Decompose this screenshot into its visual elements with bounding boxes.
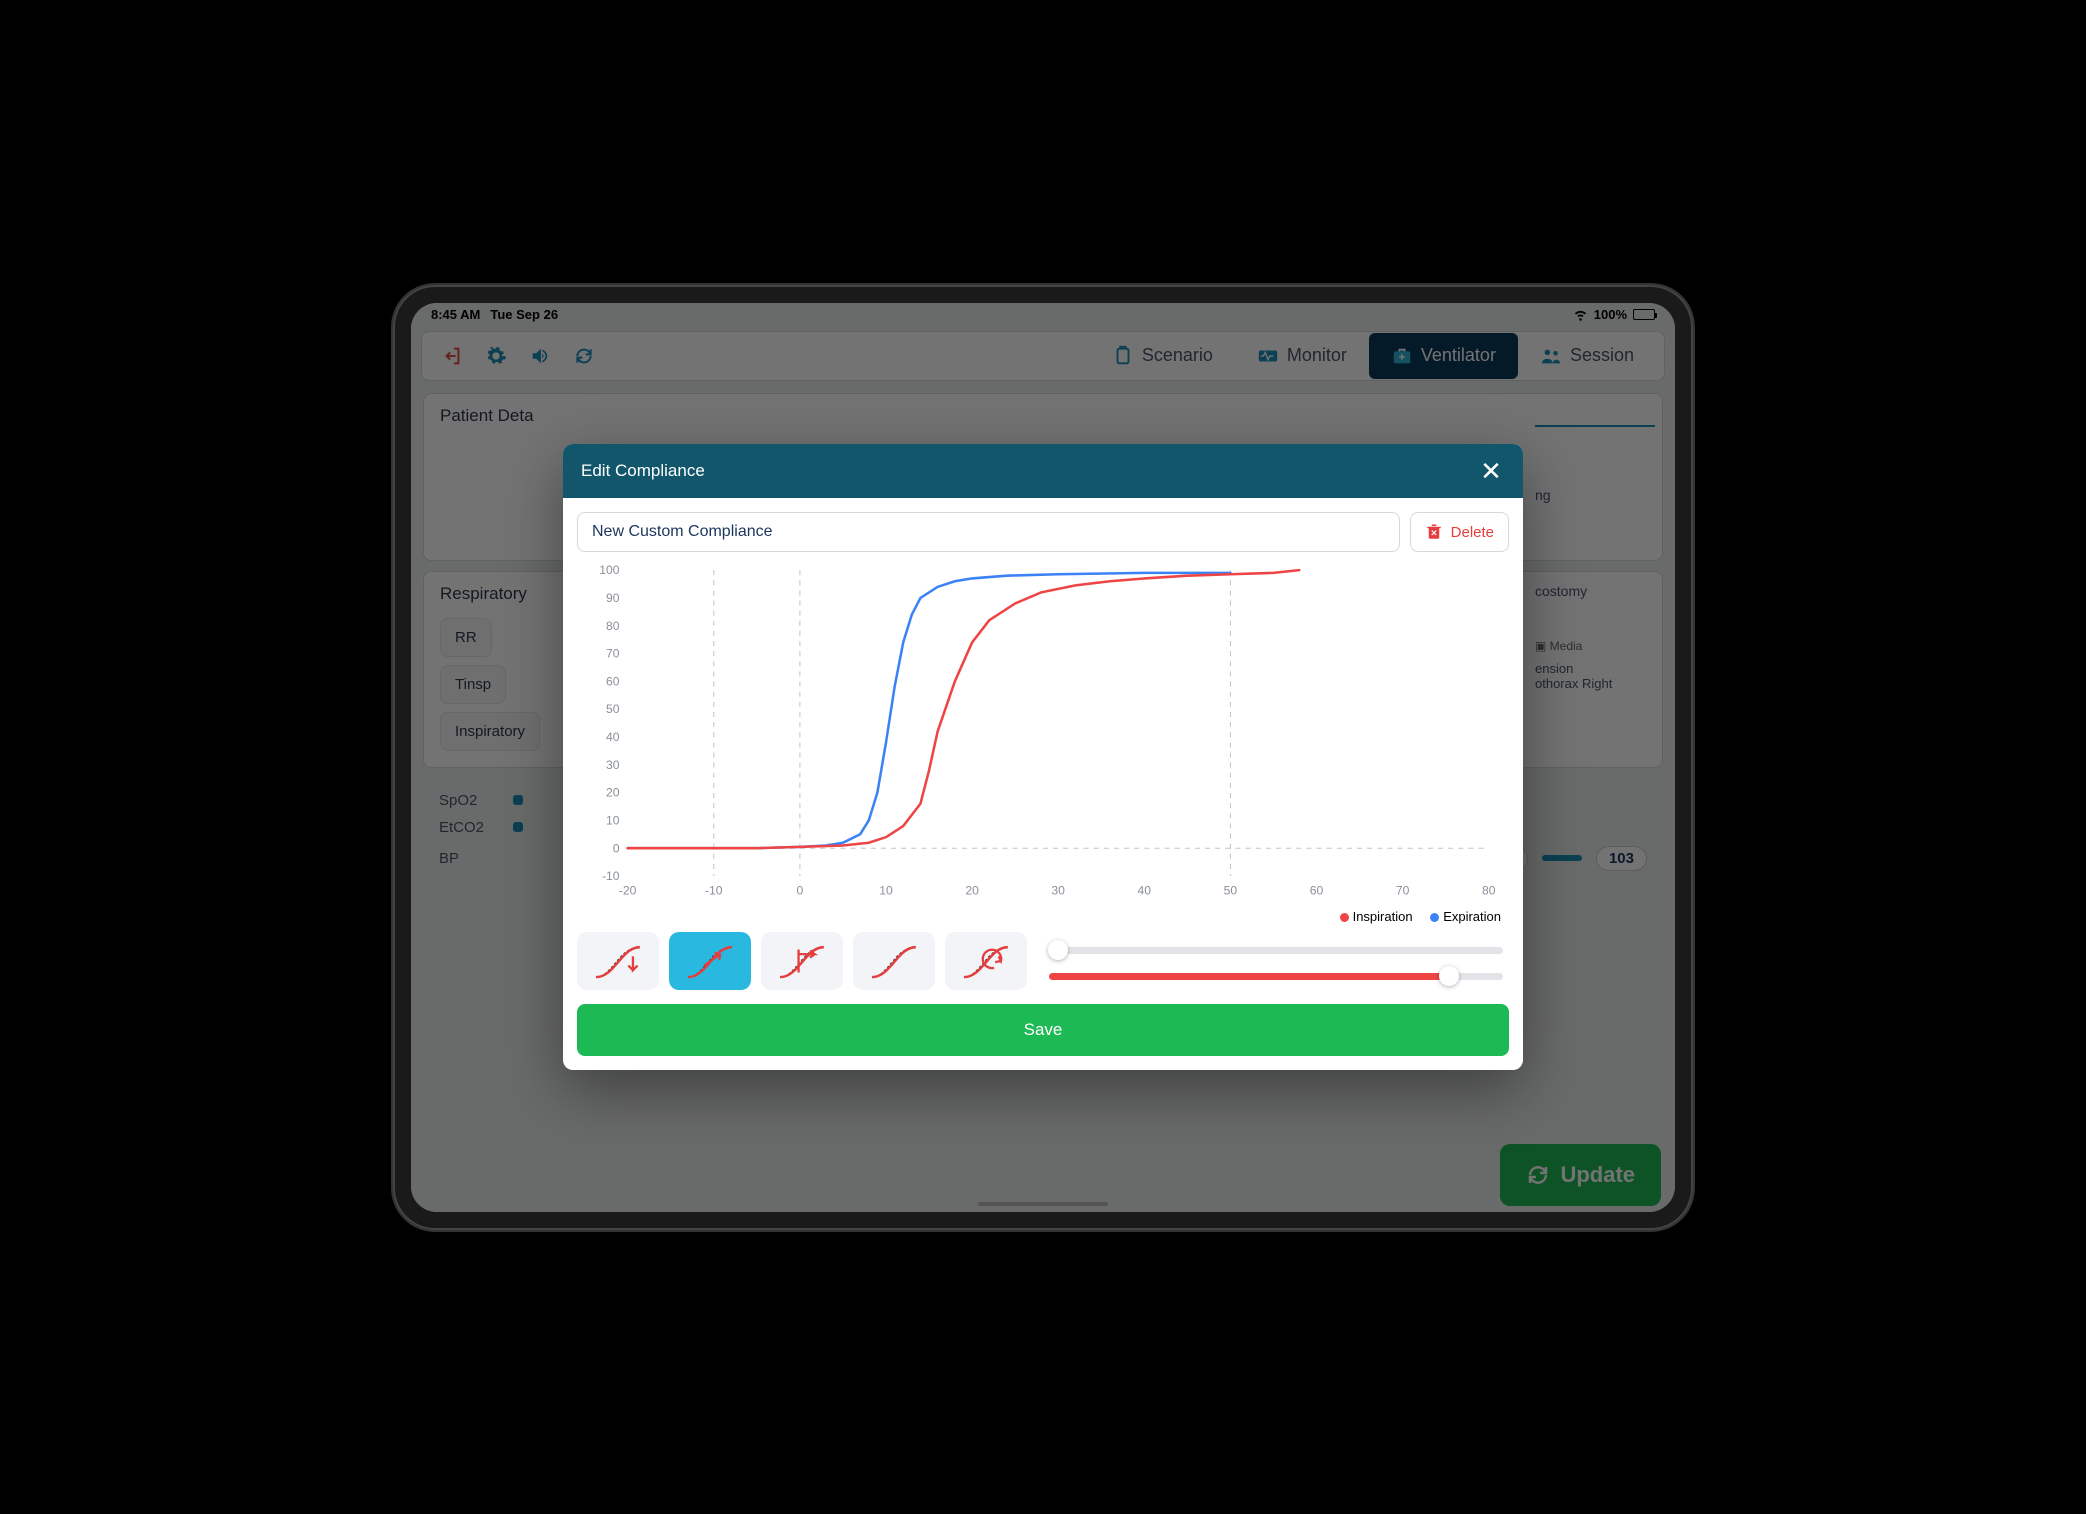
slider-bottom[interactable] — [1049, 970, 1503, 982]
shape-option-1[interactable] — [669, 932, 751, 990]
trash-icon — [1425, 523, 1443, 541]
svg-text:70: 70 — [1396, 884, 1410, 898]
svg-text:50: 50 — [606, 703, 620, 717]
svg-text:80: 80 — [606, 619, 620, 633]
shape-option-2[interactable] — [761, 932, 843, 990]
svg-text:90: 90 — [606, 591, 620, 605]
svg-text:50: 50 — [1224, 884, 1238, 898]
svg-text:0: 0 — [796, 884, 803, 898]
slider-top[interactable] — [1049, 944, 1503, 956]
shape-option-0[interactable] — [577, 932, 659, 990]
save-button[interactable]: Save — [577, 1004, 1509, 1056]
edit-compliance-modal: Edit Compliance ✕ Delete -10 0 10 20 30 40 50 6… — [563, 444, 1523, 1069]
svg-text:70: 70 — [606, 647, 620, 661]
svg-text:20: 20 — [606, 786, 620, 800]
svg-text:-10: -10 — [602, 869, 620, 883]
screen: 8:45 AM Tue Sep 26 100% — [411, 303, 1675, 1212]
svg-text:30: 30 — [1051, 884, 1065, 898]
svg-text:30: 30 — [606, 758, 620, 772]
chart-legend: Inspiration Expiration — [577, 905, 1509, 926]
shape-option-3[interactable] — [853, 932, 935, 990]
svg-text:60: 60 — [606, 675, 620, 689]
home-indicator[interactable] — [978, 1202, 1108, 1206]
close-icon[interactable]: ✕ — [1477, 458, 1505, 484]
compliance-name-input[interactable] — [577, 512, 1400, 552]
modal-title: Edit Compliance — [581, 461, 705, 481]
svg-text:40: 40 — [1138, 884, 1152, 898]
svg-text:-20: -20 — [619, 884, 637, 898]
svg-text:10: 10 — [879, 884, 893, 898]
svg-text:-10: -10 — [705, 884, 723, 898]
tablet-frame: 8:45 AM Tue Sep 26 100% — [393, 285, 1693, 1230]
delete-button[interactable]: Delete — [1410, 512, 1509, 552]
svg-text:10: 10 — [606, 814, 620, 828]
compliance-chart: -100102030405060708090100-20-10010203040… — [577, 560, 1509, 925]
svg-text:80: 80 — [1482, 884, 1496, 898]
modal-overlay[interactable]: Edit Compliance ✕ Delete -10 0 10 20 30 40 50 6… — [411, 303, 1675, 1212]
svg-text:100: 100 — [599, 563, 620, 577]
curve-shape-selector — [577, 932, 1027, 990]
svg-text:0: 0 — [613, 842, 620, 856]
modal-header: Edit Compliance ✕ — [563, 444, 1523, 498]
svg-text:20: 20 — [965, 884, 979, 898]
shape-option-4[interactable] — [945, 932, 1027, 990]
svg-text:60: 60 — [1310, 884, 1324, 898]
svg-text:40: 40 — [606, 730, 620, 744]
